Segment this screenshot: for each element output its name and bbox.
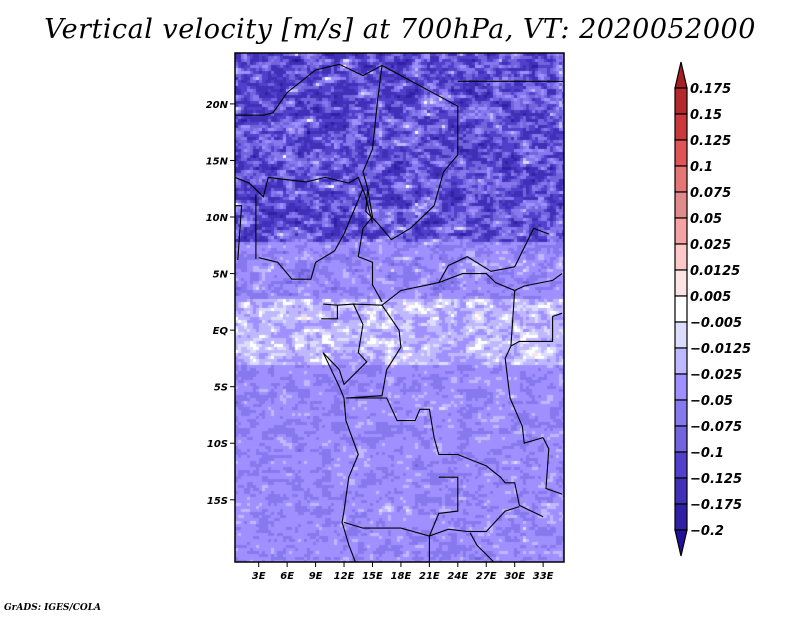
country-border (362, 65, 459, 241)
x-axis: 3E 6E 9E 12E 15E 18E 21E 24E 27E 30E 33E (252, 562, 554, 582)
x-tick-label: 18E (391, 571, 412, 582)
colorbar-segment (674, 373, 688, 401)
country-border (345, 397, 544, 518)
x-tick-label: 3E (252, 571, 266, 582)
country-borders (235, 63, 564, 562)
country-border (469, 532, 495, 562)
x-tick-label: 24E (447, 571, 468, 582)
country-border (322, 303, 368, 386)
colorbar-segment (674, 477, 688, 505)
colorbar-label: 0.0125 (690, 264, 740, 279)
colorbar-segment (674, 347, 688, 375)
x-tick-label: 27E (476, 571, 497, 582)
colorbar-label: 0.175 (690, 82, 731, 97)
country-border (258, 188, 364, 280)
colorbar-label: 0.025 (690, 238, 731, 253)
colorbar-label: −0.005 (690, 316, 742, 331)
colorbar-segment (674, 321, 688, 349)
colorbar-segment (674, 503, 688, 531)
colorbar-segment (674, 243, 688, 271)
colorbar-extend-max (674, 61, 688, 89)
colorbar-label: −0.025 (690, 368, 742, 383)
country-border (321, 303, 338, 320)
colorbar-label: 0.1 (690, 160, 713, 175)
colorbar-segment (674, 165, 688, 193)
colorbar-label: 0.15 (690, 108, 722, 123)
x-tick-label: 33E (533, 571, 554, 582)
x-tick-label: 9E (309, 571, 323, 582)
y-tick-label: 15S (207, 496, 228, 507)
country-border (343, 506, 520, 537)
chart-title: Vertical velocity [m/s] at 700hPa, VT: 2… (44, 14, 756, 45)
colorbar-label: −0.125 (690, 472, 742, 487)
colorbar-label: 0.125 (690, 134, 731, 149)
colorbar-label: 0.075 (690, 186, 731, 201)
colorbar-segment (674, 269, 688, 297)
y-tick-label: EQ (213, 326, 229, 337)
colorbar-segment (674, 425, 688, 453)
colorbar: 0.175 0.15 0.125 0.1 0.075 0.05 0.025 0.0125 0.0… (674, 61, 751, 557)
x-tick-label: 6E (280, 571, 294, 582)
y-tick-label: 20N (206, 100, 229, 111)
colorbar-segment (674, 139, 688, 167)
colorbar-label: −0.2 (690, 524, 724, 539)
colorbar-extend-min (674, 529, 688, 557)
x-tick-label: 21E (419, 571, 440, 582)
y-tick-label: 10N (206, 213, 229, 224)
colorbar-segment (674, 295, 688, 323)
colorbar-label: 0.05 (690, 212, 722, 227)
y-tick-label: 5S (214, 383, 228, 394)
colorbar-segment (674, 191, 688, 219)
plot-frame (234, 52, 565, 563)
colorbar-label: 0.005 (690, 290, 731, 305)
colorbar-label: −0.175 (690, 498, 742, 513)
country-border (504, 290, 544, 444)
x-tick-label: 12E (334, 571, 355, 582)
colorbar-segment (674, 451, 688, 479)
country-border (438, 227, 549, 283)
country-border (322, 352, 359, 562)
y-axis: 20N 15N 10N 5N EQ 5S 10S 15S (206, 100, 235, 507)
x-tick-label: 15E (362, 571, 383, 582)
country-border (428, 476, 459, 537)
country-border (542, 437, 563, 495)
vertical-velocity-field (235, 53, 564, 562)
country-border (235, 205, 243, 261)
colorbar-segment (674, 87, 688, 115)
country-border (510, 312, 563, 347)
x-tick-label: 30E (504, 571, 525, 582)
y-tick-label: 10S (207, 439, 228, 450)
country-border (357, 188, 383, 303)
y-tick-label: 15N (206, 156, 229, 167)
colorbar-label: −0.0125 (690, 342, 751, 357)
grads-credit: GrADS: IGES/COLA (4, 603, 102, 613)
country-border (235, 176, 374, 223)
colorbar-label: −0.05 (690, 394, 733, 409)
colorbar-label: −0.1 (690, 446, 724, 461)
colorbar-label: −0.075 (690, 420, 742, 435)
colorbar-segment (674, 399, 688, 427)
colorbar-segment (674, 217, 688, 245)
country-border (345, 304, 402, 399)
colorbar-segment (674, 113, 688, 141)
country-border (337, 273, 563, 306)
y-tick-label: 5N (213, 270, 229, 281)
country-border (235, 63, 459, 155)
